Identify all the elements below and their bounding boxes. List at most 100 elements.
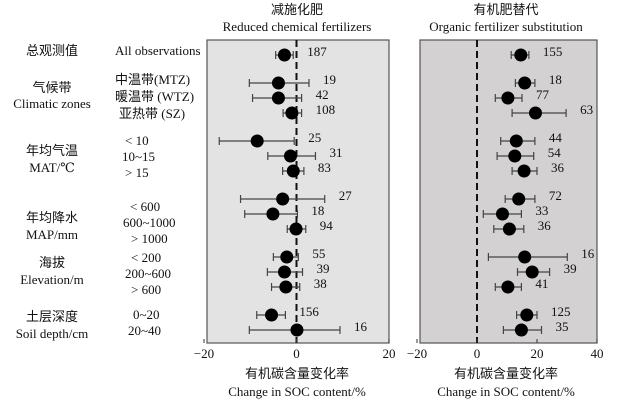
sub-label: < 200 <box>131 250 161 265</box>
group-label-mat-en: MAT/℃ <box>29 160 75 175</box>
x-tick-label: −20 <box>194 346 214 361</box>
sample-count-label: 44 <box>549 130 563 145</box>
x-tick-label: 40 <box>591 346 604 361</box>
effect-point <box>514 48 528 62</box>
x-tick-label: 20 <box>383 346 396 361</box>
sub-label: All observations <box>115 43 201 58</box>
group-label-climate: 气候带 <box>32 80 71 95</box>
sample-count-label: 83 <box>318 160 331 175</box>
sample-count-label: 16 <box>354 319 368 334</box>
plot-area <box>419 39 598 344</box>
sub-label: 10~15 <box>122 149 155 164</box>
plot-area <box>206 39 390 344</box>
sample-count-label: 42 <box>316 87 329 102</box>
sub-label: 600~1000 <box>123 215 176 230</box>
sample-count-label: 35 <box>556 319 569 334</box>
effect-point <box>520 308 534 322</box>
effect-point <box>496 207 509 221</box>
sample-count-label: 39 <box>317 261 330 276</box>
group-label-elevation-en: Elevation/m <box>20 272 84 287</box>
effect-point <box>266 207 280 221</box>
left-xlabel: 有机碳含量变化率 <box>245 366 349 381</box>
sub-label: > 1000 <box>131 231 168 246</box>
effect-point <box>525 265 539 279</box>
effect-point <box>509 134 523 148</box>
group-label-soil: 土层深度 <box>26 309 78 324</box>
effect-point <box>508 149 522 163</box>
row-labels: 总观测值 All observations 气候带 Climatic zones… <box>13 43 200 341</box>
sample-count-label: 41 <box>535 276 548 291</box>
effect-point <box>250 134 264 148</box>
effect-point <box>501 91 515 105</box>
group-label-mat: 年均气温 <box>26 143 78 158</box>
effect-point <box>271 76 285 90</box>
sample-count-label: 125 <box>551 304 571 319</box>
group-label-soil-en: Soil depth/cm <box>16 326 89 341</box>
sub-label: 20~40 <box>128 323 161 338</box>
effect-point <box>290 323 304 337</box>
group-label-elevation: 海拔 <box>39 255 65 270</box>
effect-point <box>514 323 528 337</box>
sample-count-label: 155 <box>543 44 563 59</box>
sub-label: 中温带(MTZ) <box>115 72 190 87</box>
effect-point <box>265 308 279 322</box>
sample-count-label: 94 <box>320 218 334 233</box>
sample-count-label: 33 <box>535 203 548 218</box>
group-label-map: 年均降水 <box>26 210 78 225</box>
sample-count-label: 54 <box>548 145 562 160</box>
x-tick-label: 0 <box>474 346 481 361</box>
effect-point <box>277 48 291 62</box>
sample-count-label: 36 <box>551 160 565 175</box>
effect-point <box>529 106 542 120</box>
sample-count-label: 108 <box>316 102 336 117</box>
effect-point <box>283 149 297 163</box>
effect-point <box>517 164 531 178</box>
right-xlabel: 有机碳含量变化率 <box>454 366 558 381</box>
right-panel-subtitle: Organic fertilizer substitution <box>429 19 583 34</box>
sample-count-label: 39 <box>564 261 577 276</box>
effect-point <box>502 222 516 236</box>
right-xlabel-en: Change in SOC content/% <box>437 384 575 399</box>
sample-count-label: 19 <box>323 72 336 87</box>
sample-count-label: 38 <box>314 276 327 291</box>
sample-count-label: 156 <box>299 304 319 319</box>
effect-point <box>501 280 515 294</box>
left-panel-subtitle: Reduced chemical fertilizers <box>223 19 372 34</box>
sample-count-label: 16 <box>581 246 595 261</box>
sub-label: 0~20 <box>133 307 160 322</box>
effect-point <box>518 76 532 90</box>
group-label-all: 总观测值 <box>26 43 78 58</box>
sample-count-label: 55 <box>312 246 325 261</box>
group-label-climate-en: Climatic zones <box>13 96 91 111</box>
sub-label: < 600 <box>130 199 160 214</box>
right-panel-title: 有机肥替代 <box>473 2 538 17</box>
effect-point <box>280 250 294 264</box>
effect-point <box>279 280 293 294</box>
effect-point <box>289 222 303 236</box>
sample-count-label: 63 <box>580 102 593 117</box>
sub-label: 暖温带 (WTZ) <box>115 89 194 104</box>
x-tick-label: 0 <box>293 346 300 361</box>
effect-point <box>518 250 532 264</box>
left-panel-title: 减施化肥 <box>271 2 323 17</box>
group-label-map-en: MAP/mm <box>26 227 78 242</box>
left-xlabel-en: Change in SOC content/% <box>228 384 366 399</box>
effect-point <box>285 106 299 120</box>
sub-label: > 15 <box>125 165 149 180</box>
sample-count-label: 72 <box>549 188 562 203</box>
sample-count-label: 27 <box>339 188 353 203</box>
sub-label: > 600 <box>131 282 161 297</box>
x-tick-label: 20 <box>531 346 544 361</box>
sub-label: 亚热带 (SZ) <box>119 106 185 121</box>
sub-label: < 10 <box>125 133 149 148</box>
sample-count-label: 25 <box>308 130 321 145</box>
sample-count-label: 18 <box>311 203 324 218</box>
sample-count-label: 77 <box>536 87 550 102</box>
sample-count-label: 18 <box>549 72 562 87</box>
sample-count-label: 31 <box>329 145 342 160</box>
effect-point <box>276 192 290 206</box>
effect-point <box>271 91 285 105</box>
